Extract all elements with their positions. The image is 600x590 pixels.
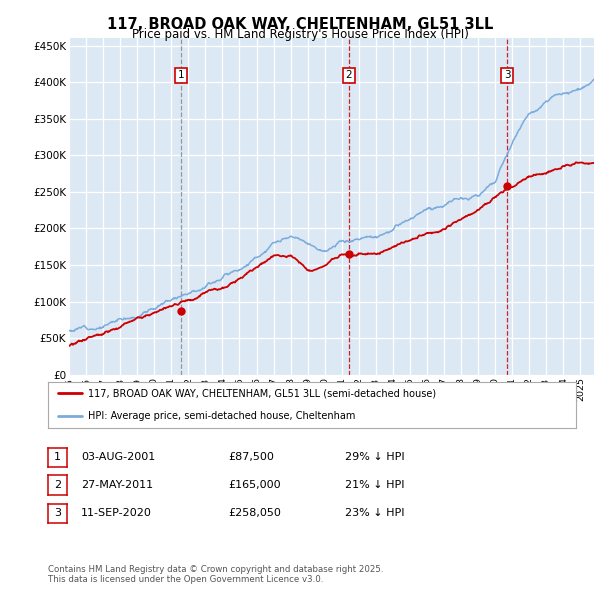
Text: 2: 2 <box>346 70 352 80</box>
Text: 03-AUG-2001: 03-AUG-2001 <box>81 453 155 462</box>
Text: 117, BROAD OAK WAY, CHELTENHAM, GL51 3LL: 117, BROAD OAK WAY, CHELTENHAM, GL51 3LL <box>107 17 493 31</box>
Text: Price paid vs. HM Land Registry's House Price Index (HPI): Price paid vs. HM Land Registry's House … <box>131 28 469 41</box>
Text: 1: 1 <box>54 453 61 462</box>
Text: 21% ↓ HPI: 21% ↓ HPI <box>345 480 404 490</box>
Text: Contains HM Land Registry data © Crown copyright and database right 2025.
This d: Contains HM Land Registry data © Crown c… <box>48 565 383 584</box>
Text: 1: 1 <box>178 70 185 80</box>
Text: £258,050: £258,050 <box>228 509 281 518</box>
Text: 117, BROAD OAK WAY, CHELTENHAM, GL51 3LL (semi-detached house): 117, BROAD OAK WAY, CHELTENHAM, GL51 3LL… <box>88 388 436 398</box>
Text: 11-SEP-2020: 11-SEP-2020 <box>81 509 152 518</box>
Text: 23% ↓ HPI: 23% ↓ HPI <box>345 509 404 518</box>
Text: £87,500: £87,500 <box>228 453 274 462</box>
Text: 27-MAY-2011: 27-MAY-2011 <box>81 480 153 490</box>
Text: 29% ↓ HPI: 29% ↓ HPI <box>345 453 404 462</box>
Text: £165,000: £165,000 <box>228 480 281 490</box>
Text: HPI: Average price, semi-detached house, Cheltenham: HPI: Average price, semi-detached house,… <box>88 411 355 421</box>
Text: 3: 3 <box>54 509 61 518</box>
Text: 2: 2 <box>54 480 61 490</box>
Text: 3: 3 <box>504 70 511 80</box>
